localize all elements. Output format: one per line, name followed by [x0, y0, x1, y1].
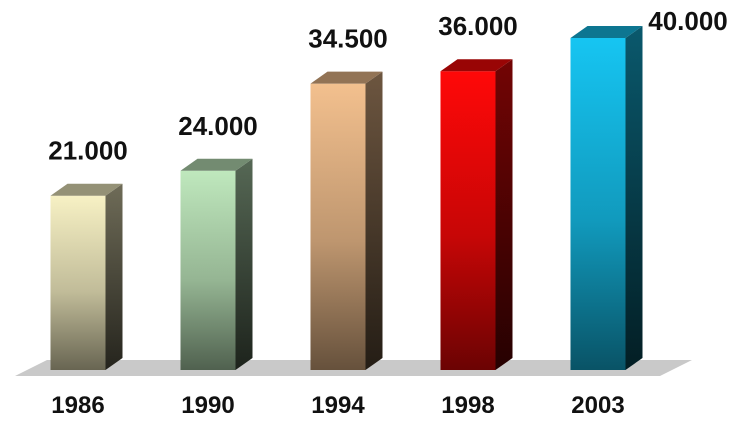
bar-front-1990: [180, 170, 236, 370]
bar-side-1998: [495, 59, 513, 370]
bar-top-1990: [180, 158, 253, 171]
bar-side-1994: [365, 71, 383, 371]
value-label-2003: 40.000: [648, 6, 728, 36]
bar-front-1994: [310, 83, 366, 371]
bar-top-1994: [310, 71, 383, 84]
bar-side-2003: [625, 26, 643, 370]
bars-layer: [50, 26, 643, 371]
bar-front-1986: [50, 195, 106, 370]
bar-top-2003: [570, 26, 643, 38]
bar-1990: [180, 158, 253, 370]
category-labels-layer: 1986 1990 1994 1998 2003: [51, 392, 624, 419]
bar-1994: [310, 71, 383, 371]
value-labels-layer: 21.000 24.000 34.500 36.000 40.000: [48, 6, 728, 166]
value-label-1994: 34.500: [308, 24, 388, 54]
value-label-1990: 24.000: [178, 111, 258, 141]
bar-top-1986: [50, 183, 123, 196]
value-label-1986: 21.000: [48, 136, 128, 166]
category-label-1998: 1998: [441, 392, 494, 419]
value-label-1998: 36.000: [438, 11, 518, 41]
category-label-1994: 1994: [311, 392, 365, 419]
bar-1986: [50, 183, 123, 370]
category-label-1990: 1990: [181, 392, 234, 419]
bar-1998: [440, 59, 513, 370]
bar-2003: [570, 26, 643, 370]
category-label-2003: 2003: [571, 392, 624, 419]
bar-side-1990: [235, 158, 253, 370]
bar-front-2003: [570, 38, 626, 370]
bar-side-1986: [105, 183, 123, 370]
bar-top-1998: [440, 59, 513, 72]
category-label-1986: 1986: [51, 392, 104, 419]
bar-front-1998: [440, 71, 496, 370]
